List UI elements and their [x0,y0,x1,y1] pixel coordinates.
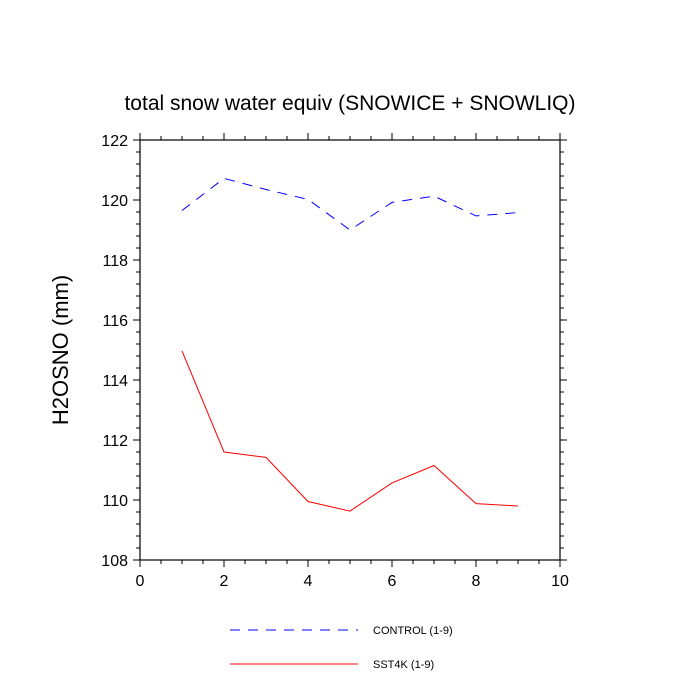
y-tick-label: 114 [102,373,128,390]
x-tick-label: 4 [304,573,313,590]
series-line-control [181,177,519,231]
y-tick-label: 108 [101,553,128,570]
y-tick-label: 112 [102,433,128,450]
x-tick-label: 0 [136,573,145,590]
y-tick-label: 120 [101,193,128,210]
chart-title: total snow water equiv (SNOWICE + SNOWLI… [124,92,575,115]
legend: CONTROL (1-9) SST4K (1-9) [230,625,453,671]
legend-label-sst4k: SST4K (1-9) [373,659,434,671]
y-tick-label: 122 [101,133,128,150]
y-axis-label: H2OSNO (mm) [48,275,73,425]
x-tick-label: 2 [220,573,229,590]
legend-label-control: CONTROL (1-9) [373,625,453,637]
plot-frame [139,139,561,561]
plot-area: 0 2 4 6 8 10 108 110 112 114 116 118 120 122 [101,133,569,590]
series-line-sst4k [181,350,519,512]
y-tick-label: 110 [102,493,128,510]
y-tick-label: 116 [102,313,128,330]
x-tick-label: 10 [551,573,569,590]
x-tick-label: 8 [472,573,481,590]
y-tick-label: 118 [102,253,128,270]
x-tick-label: 6 [388,573,397,590]
